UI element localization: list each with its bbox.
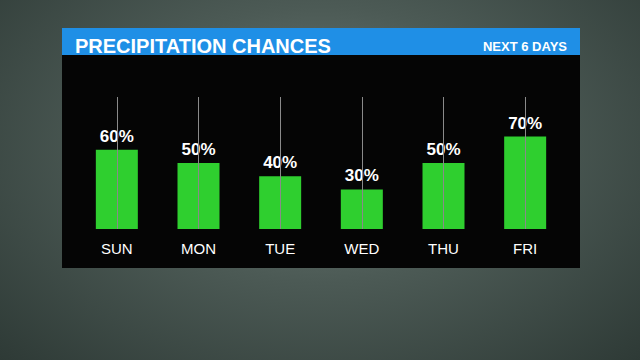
svg-text:60%: 60% (100, 127, 134, 146)
svg-text:NEXT 6 DAYS: NEXT 6 DAYS (483, 39, 567, 54)
svg-text:PRECIPITATION CHANCES: PRECIPITATION CHANCES (75, 35, 331, 57)
svg-text:MON: MON (181, 240, 216, 257)
svg-text:FRI: FRI (513, 240, 537, 257)
svg-text:70%: 70% (508, 113, 543, 133)
svg-text:40%: 40% (263, 153, 298, 173)
svg-text:THU: THU (428, 240, 459, 257)
svg-text:SUN: SUN (101, 240, 133, 257)
svg-text:50%: 50% (426, 140, 461, 159)
svg-text:50%: 50% (181, 140, 216, 159)
svg-text:WED: WED (344, 240, 379, 257)
svg-text:TUE: TUE (265, 240, 295, 257)
svg-text:30%: 30% (345, 166, 379, 185)
